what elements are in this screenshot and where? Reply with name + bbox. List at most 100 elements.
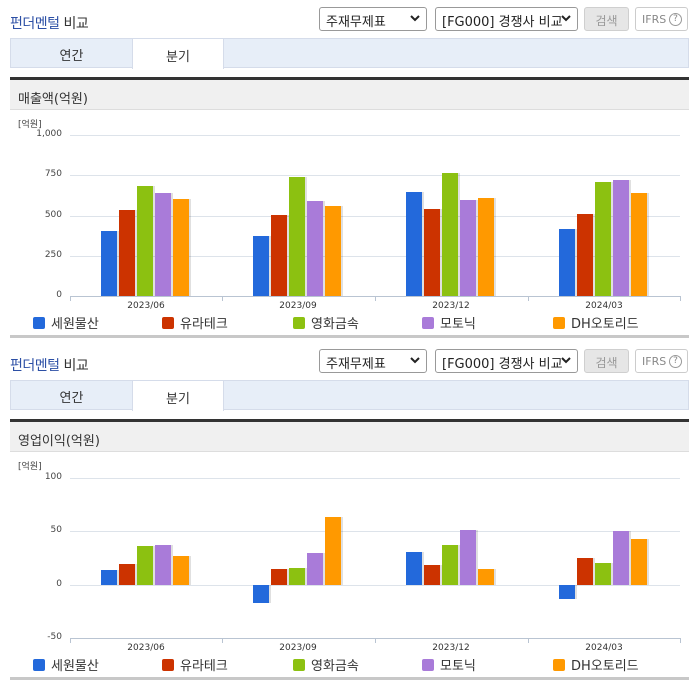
bar-5 [325, 206, 341, 296]
bar-2 [424, 209, 440, 296]
tab-annual[interactable]: 연간 [59, 49, 84, 64]
statement-type-select[interactable]: 주재무제표 [319, 349, 427, 373]
legend-label: 유라테크 [180, 659, 228, 674]
y-tick-label: 0 [56, 290, 62, 300]
comparison-type-select[interactable]: [FG000] 경쟁사 비교 [435, 349, 578, 373]
chevron-down-icon [410, 357, 420, 364]
gridline [70, 531, 680, 533]
x-tick [528, 638, 529, 643]
legend-label: 세원물산 [51, 659, 99, 674]
help-icon: ? [669, 13, 682, 26]
x-tick [375, 638, 376, 643]
legend-item[interactable]: 유라테크 [162, 655, 228, 674]
x-tick [680, 638, 681, 643]
panel-title: 펀더멘털 비교 [10, 358, 89, 374]
bar-3 [289, 567, 305, 585]
x-tick [680, 296, 681, 301]
bar-3 [137, 546, 153, 585]
period-tabs: 연간 분기 [10, 380, 689, 411]
bar-1 [101, 569, 117, 585]
gridline [70, 215, 680, 217]
y-tick-label: 50 [50, 525, 62, 536]
bar-2 [424, 565, 440, 585]
y-axis-unit: [억원] [18, 120, 42, 130]
x-tick-label: 2023/12 [432, 301, 470, 311]
divider [10, 335, 689, 338]
bar-5 [631, 538, 647, 585]
statement-type-select[interactable]: 주재무제표 [319, 7, 427, 31]
bar-3 [595, 563, 611, 585]
bar-5 [325, 517, 341, 585]
bar-4 [155, 545, 171, 585]
x-tick [375, 296, 376, 301]
gridline [70, 584, 680, 586]
legend-label: DH오토리드 [571, 317, 639, 332]
tab-quarterly[interactable]: 분기 [132, 38, 224, 69]
legend-item[interactable]: 영화금속 [293, 313, 359, 332]
fundamental-panel-revenue: 펀더멘털 비교 주재무제표 [FG000] 경쟁사 비교 검색 IFRS? 연간… [0, 7, 696, 338]
y-tick-label: -50 [47, 632, 62, 642]
legend-item[interactable]: 세원물산 [33, 313, 99, 332]
x-tick [528, 296, 529, 301]
bar-3 [442, 545, 458, 585]
bar-1 [406, 551, 422, 585]
chevron-down-icon [561, 357, 571, 364]
legend-swatch-icon [162, 317, 174, 329]
legend-item[interactable]: DH오토리드 [553, 655, 639, 674]
legend-item[interactable]: 영화금속 [293, 655, 359, 674]
legend-item[interactable]: 모토닉 [422, 655, 476, 674]
legend-label: 영화금속 [311, 317, 359, 332]
x-tick [222, 296, 223, 301]
ifrs-help-button[interactable]: IFRS? [635, 7, 688, 31]
bar-1 [559, 584, 575, 599]
bar-2 [119, 209, 135, 296]
tab-annual[interactable]: 연간 [59, 391, 84, 406]
bar-4 [307, 552, 323, 585]
bar-1 [253, 584, 269, 603]
y-tick-label: 100 [44, 472, 62, 482]
bar-3 [137, 186, 153, 296]
legend-item[interactable]: 세원물산 [33, 655, 99, 674]
legend-swatch-icon [422, 317, 434, 329]
gridline [70, 175, 680, 177]
bar-1 [406, 192, 422, 296]
divider [10, 677, 689, 680]
x-tick-label: 2023/12 [432, 643, 470, 653]
legend-label: 모토닉 [440, 317, 476, 332]
bar-2 [577, 558, 593, 585]
chart-legend: 세원물산 유라테크 영화금속 모토닉 DH오토리드 [0, 655, 696, 675]
x-tick-label: 2023/09 [279, 643, 317, 653]
legend-label: 영화금속 [311, 659, 359, 674]
bar-3 [595, 182, 611, 296]
x-tick-label: 2024/03 [585, 643, 623, 653]
y-tick-label: 250 [44, 249, 62, 260]
legend-swatch-icon [422, 659, 434, 671]
bar-1 [253, 235, 269, 296]
tab-quarterly[interactable]: 분기 [132, 380, 224, 411]
legend-swatch-icon [33, 659, 45, 671]
fundamental-panel-operating-profit: 펀더멘털 비교 주재무제표 [FG000] 경쟁사 비교 검색 IFRS? 연간… [0, 342, 696, 684]
ifrs-help-button[interactable]: IFRS? [635, 349, 688, 373]
x-tick [70, 296, 71, 301]
legend-item[interactable]: 유라테크 [162, 313, 228, 332]
comparison-type-select[interactable]: [FG000] 경쟁사 비교 [435, 7, 578, 31]
legend-swatch-icon [33, 317, 45, 329]
bar-2 [271, 214, 287, 296]
chart-subheader: 매출액(억원) [10, 77, 689, 110]
gridline [70, 135, 680, 136]
x-tick-label: 2024/03 [585, 301, 623, 311]
bar-3 [289, 177, 305, 296]
bar-4 [155, 193, 171, 296]
x-tick [222, 638, 223, 643]
bar-4 [460, 200, 476, 296]
search-button[interactable]: 검색 [584, 349, 629, 373]
bar-1 [559, 228, 575, 296]
legend-item[interactable]: 모토닉 [422, 313, 476, 332]
search-button[interactable]: 검색 [584, 7, 629, 31]
y-tick-label: 0 [56, 578, 62, 589]
chart-legend: 세원물산 유라테크 영화금속 모토닉 DH오토리드 [0, 313, 696, 333]
legend-label: 유라테크 [180, 317, 228, 332]
bar-2 [577, 213, 593, 296]
legend-label: 세원물산 [51, 317, 99, 332]
legend-item[interactable]: DH오토리드 [553, 313, 639, 332]
